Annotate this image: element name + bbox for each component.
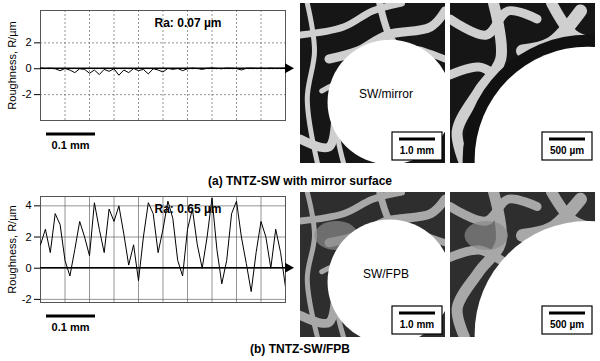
svg-text:0.1 mm: 0.1 mm — [52, 139, 90, 151]
svg-text:2: 2 — [25, 231, 31, 243]
html-text:(a) TNTZ-SW with mirror surfac: (a) TNTZ-SW with mirror surface — [208, 174, 392, 188]
svg-text:Ra: 0.07 µm: Ra: 0.07 µm — [155, 16, 222, 30]
svg-text:500 µm: 500 µm — [550, 145, 584, 156]
svg-text:0: 0 — [25, 62, 31, 74]
svg-text:Ra: 0.65 µm: Ra: 0.65 µm — [155, 202, 222, 216]
svg-text:SW/FPB: SW/FPB — [363, 267, 409, 281]
svg-text:500 µm: 500 µm — [550, 319, 584, 330]
svg-text:Roughness, R/µm: Roughness, R/µm — [6, 21, 18, 109]
svg-text:4: 4 — [25, 199, 31, 211]
html-text:(b) TNTZ-SW/FPB: (b) TNTZ-SW/FPB — [250, 342, 350, 356]
svg-text:2: 2 — [25, 36, 31, 48]
svg-text:0.1 mm: 0.1 mm — [52, 321, 90, 333]
svg-text:Roughness, R/µm: Roughness, R/µm — [6, 205, 18, 293]
svg-text:-2: -2 — [22, 88, 32, 100]
svg-text:0: 0 — [25, 262, 31, 274]
svg-text:1.0 mm: 1.0 mm — [400, 319, 435, 330]
svg-text:1.0 mm: 1.0 mm — [400, 145, 435, 156]
svg-text:SW/mirror: SW/mirror — [359, 87, 413, 101]
svg-text:-2: -2 — [22, 293, 32, 305]
